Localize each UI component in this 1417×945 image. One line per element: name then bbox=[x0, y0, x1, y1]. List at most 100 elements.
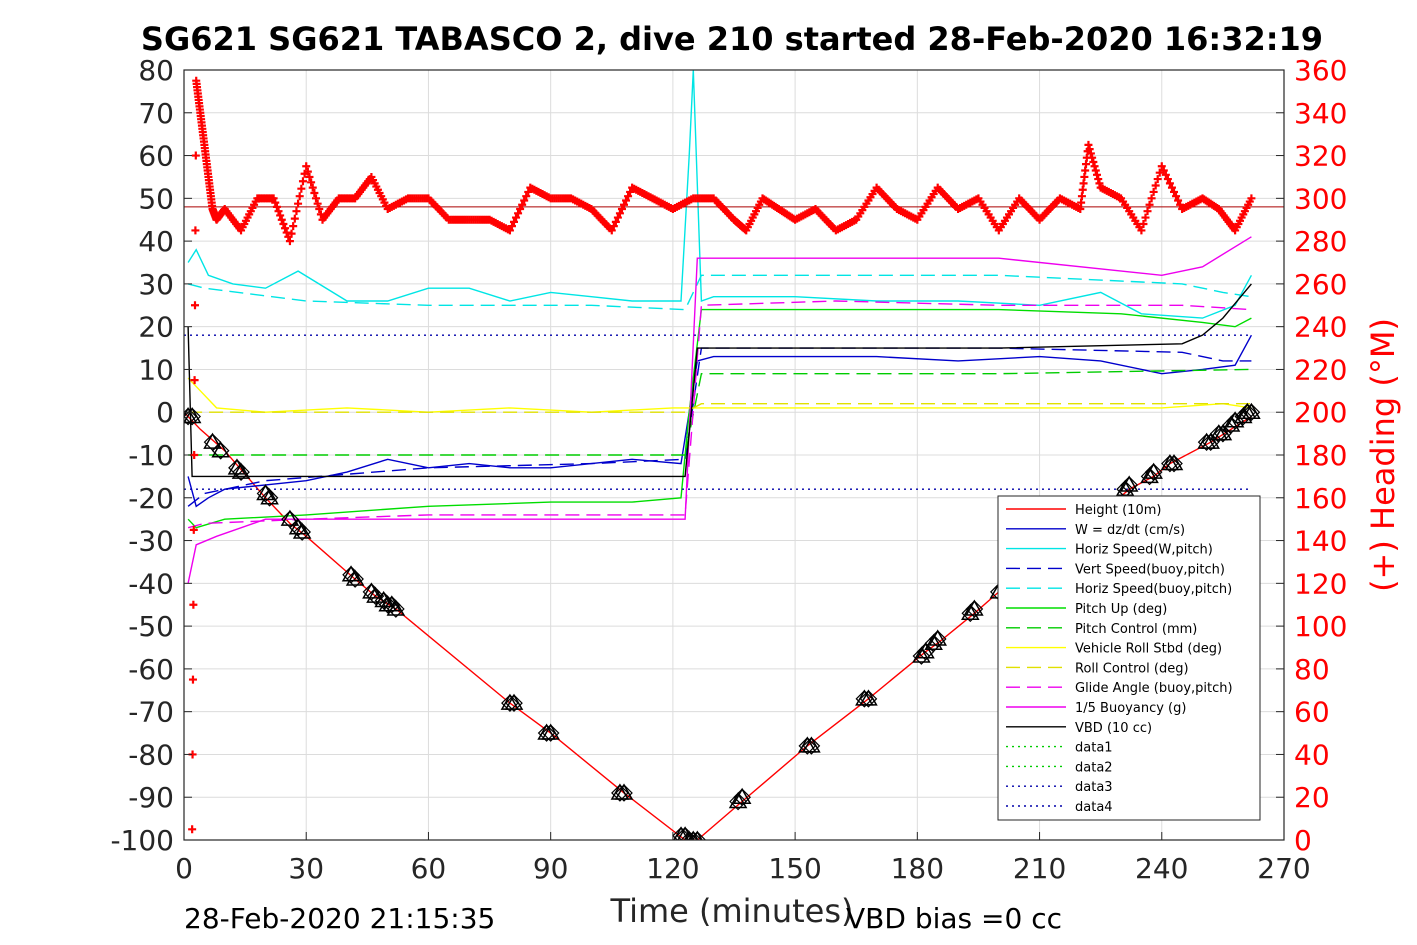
heading-point-576 bbox=[1170, 187, 1178, 196]
depth-marker-22 bbox=[541, 723, 560, 742]
heading-point-566 bbox=[1149, 187, 1158, 196]
heading-point-571 bbox=[1159, 166, 1168, 175]
legend-label-height: Height (10m) bbox=[1075, 503, 1161, 518]
depth-marker-24 bbox=[614, 783, 634, 802]
legend-label-vbd: VBD (10 cc) bbox=[1075, 721, 1152, 736]
right-tick-label-12: 120 bbox=[1294, 567, 1347, 600]
heading-point-6 bbox=[190, 376, 199, 385]
heading-point-534 bbox=[1089, 157, 1098, 166]
heading-point-578 bbox=[1174, 196, 1183, 205]
heading-point-117 bbox=[297, 184, 306, 193]
depth-marker-12 bbox=[345, 569, 365, 588]
heading-point-125 bbox=[310, 188, 319, 197]
left-tick-label-11: -30 bbox=[128, 525, 174, 558]
heading-point-561 bbox=[1139, 220, 1148, 228]
depth-marker-14 bbox=[366, 586, 385, 606]
right-tick-label-5: 260 bbox=[1294, 268, 1347, 301]
heading-point-232 bbox=[510, 217, 518, 226]
heading-point-235 bbox=[516, 205, 525, 214]
right-tick-label-0: 360 bbox=[1294, 54, 1347, 87]
legend-label-pitch_up: Pitch Up (deg) bbox=[1075, 602, 1167, 617]
heading-point-123 bbox=[307, 178, 316, 187]
depth-marker-29 bbox=[688, 830, 707, 840]
heading-point-239 bbox=[524, 187, 533, 196]
heading-point-281 bbox=[609, 222, 618, 231]
heading-point-530 bbox=[1084, 140, 1093, 149]
left-tick-label-15: -70 bbox=[128, 696, 174, 729]
heading-point-280 bbox=[607, 226, 616, 235]
heading-point-100 bbox=[269, 194, 278, 203]
left-tick-label-8: 0 bbox=[156, 396, 174, 429]
series-line-pitch_up bbox=[187, 308, 1252, 529]
footer-vbd-bias: VBD bias =0 cc bbox=[846, 902, 1062, 935]
legend-box bbox=[997, 495, 1261, 821]
left-tick-label-10: -20 bbox=[128, 482, 174, 515]
series-line-w bbox=[187, 334, 1253, 508]
right-tick-label-8: 200 bbox=[1294, 396, 1347, 429]
depth-marker-44 bbox=[1119, 475, 1139, 494]
heading-point-2 bbox=[188, 675, 197, 684]
series-line-horiz_buoy bbox=[187, 274, 1252, 311]
heading-point-112 bbox=[289, 222, 298, 231]
heading-point-121 bbox=[303, 167, 312, 176]
heading-point-567 bbox=[1151, 181, 1160, 190]
x-tick-label-7: 210 bbox=[1013, 852, 1066, 885]
heading-point-110 bbox=[285, 237, 294, 246]
right-tick-label-4: 280 bbox=[1294, 225, 1347, 258]
heading-point-289 bbox=[626, 187, 635, 196]
heading-point-115 bbox=[294, 199, 303, 208]
right-tick-label-11: 140 bbox=[1294, 525, 1347, 558]
legend-label-data2: data2 bbox=[1075, 760, 1113, 775]
left-tick-label-6: 20 bbox=[138, 311, 174, 344]
heading-point-3 bbox=[189, 600, 198, 609]
right-tick-label-9: 180 bbox=[1294, 439, 1347, 472]
right-tick-label-14: 80 bbox=[1294, 653, 1330, 686]
heading-point-113 bbox=[290, 214, 299, 223]
legend-label-buoyancy: 1/5 Buoyancy (g) bbox=[1075, 701, 1186, 716]
right-tick-label-2: 320 bbox=[1294, 140, 1347, 173]
right-axis-label: (+) Heading (°M) bbox=[1364, 318, 1402, 592]
right-tick-label-15: 60 bbox=[1294, 696, 1330, 729]
series-line-vbd bbox=[187, 283, 1252, 478]
legend-label-w: W = dz/dt (cm/s) bbox=[1075, 523, 1185, 538]
right-tick-label-6: 240 bbox=[1294, 311, 1347, 344]
heading-point-570 bbox=[1157, 162, 1166, 171]
heading-point-286 bbox=[620, 200, 628, 209]
heading-point-234 bbox=[514, 209, 523, 218]
heading-series bbox=[184, 76, 1284, 834]
series-layer bbox=[184, 70, 1253, 840]
heading-point-106 bbox=[279, 220, 288, 228]
heading-point-283 bbox=[613, 213, 622, 222]
heading-point-575 bbox=[1167, 183, 1176, 192]
heading-point-532 bbox=[1086, 149, 1095, 158]
heading-point-105 bbox=[277, 215, 286, 224]
series-line-roll bbox=[187, 377, 1252, 413]
depth-marker-41 bbox=[965, 599, 984, 618]
heading-point-116 bbox=[295, 192, 304, 201]
heading-point-104 bbox=[276, 211, 285, 220]
left-axis-ticks: 80 70 60 50 40 30 20 10 0 -10 -20 -30 -40 -50 -60 -70 -8… bbox=[110, 54, 192, 857]
legend-label-pitch_control: Pitch Control (mm) bbox=[1075, 622, 1197, 637]
heading-point-569 bbox=[1155, 168, 1164, 177]
depth-marker-57 bbox=[1242, 402, 1261, 422]
left-tick-label-4: 40 bbox=[138, 225, 174, 258]
legend-label-roll: Vehicle Roll Stbd (deg) bbox=[1075, 642, 1222, 657]
left-tick-label-18: -100 bbox=[110, 824, 174, 857]
depth-marker-33 bbox=[802, 736, 821, 755]
heading-point-564 bbox=[1145, 200, 1154, 209]
depth-marker-39 bbox=[928, 629, 947, 648]
legend-label-horiz_buoy: Horiz Speed(buoy,pitch) bbox=[1075, 582, 1232, 597]
depth-marker-1 bbox=[184, 406, 202, 426]
x-tick-label-9: 270 bbox=[1257, 852, 1310, 885]
heading-point-533 bbox=[1088, 153, 1097, 162]
heading-point-565 bbox=[1147, 194, 1156, 203]
right-tick-label-7: 220 bbox=[1294, 353, 1347, 386]
heading-point-231 bbox=[507, 222, 516, 231]
depth-marker-35 bbox=[859, 689, 878, 708]
x-tick-label-2: 60 bbox=[411, 852, 447, 885]
right-tick-label-16: 40 bbox=[1294, 738, 1330, 771]
heading-point-577 bbox=[1172, 192, 1181, 201]
heading-point-568 bbox=[1153, 175, 1162, 184]
x-tick-label-5: 150 bbox=[768, 852, 821, 885]
series-line-buoyancy bbox=[187, 236, 1252, 584]
